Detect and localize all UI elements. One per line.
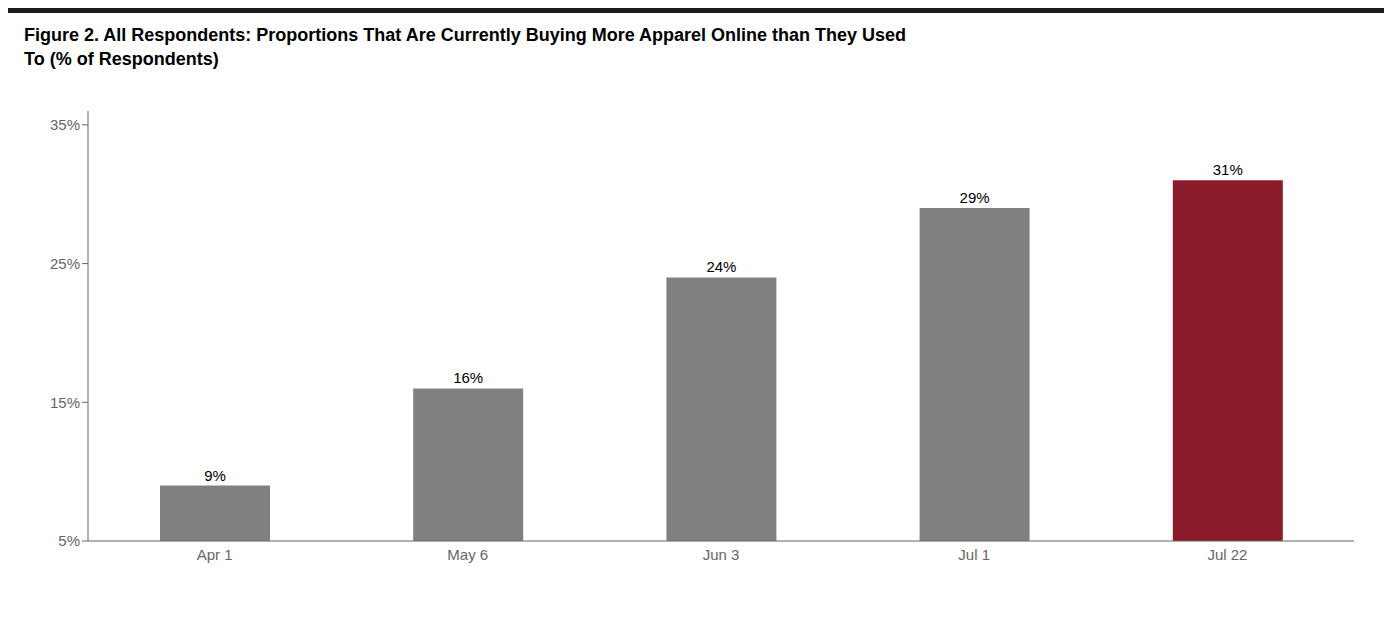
svg-text:Jun 3: Jun 3 xyxy=(703,546,740,563)
svg-text:29%: 29% xyxy=(960,189,990,206)
svg-text:May 6: May 6 xyxy=(447,546,488,563)
svg-text:24%: 24% xyxy=(706,258,736,275)
svg-text:Apr 1: Apr 1 xyxy=(197,546,233,563)
svg-text:31%: 31% xyxy=(1213,161,1243,178)
svg-text:9%: 9% xyxy=(204,467,226,484)
svg-text:15%: 15% xyxy=(50,394,80,411)
svg-text:5%: 5% xyxy=(58,532,80,549)
svg-text:Jul 22: Jul 22 xyxy=(1207,546,1247,563)
svg-text:35%: 35% xyxy=(50,116,80,133)
svg-text:25%: 25% xyxy=(50,255,80,272)
html-text:Figure 2. All Respondents: Pro: Figure 2. All Respondents: Proportions T… xyxy=(24,25,907,69)
svg-text:Jul 1: Jul 1 xyxy=(958,546,990,563)
svg-text:16%: 16% xyxy=(453,369,483,386)
